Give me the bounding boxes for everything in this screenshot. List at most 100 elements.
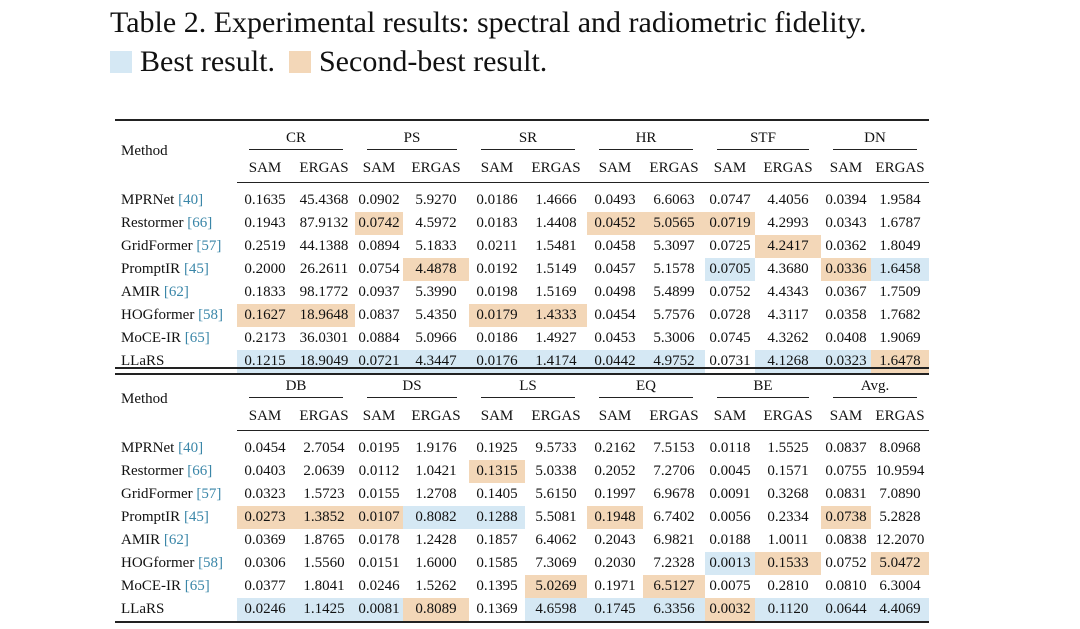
value-cell: 7.2328 [653, 555, 695, 571]
value-cell: 4.2417 [755, 235, 821, 258]
value-cell: 0.2162 [594, 440, 636, 456]
method-cell: LLaRS [115, 598, 237, 623]
table-row: AMIR [62] 0.1833 98.1772 0.0937 5.3990 0.0198… [115, 281, 929, 304]
value-cell: 7.0890 [879, 486, 921, 502]
method-cell: AMIR [62] [115, 529, 237, 552]
metric-header: SAM [469, 403, 525, 431]
group-header-label: LS [481, 375, 575, 398]
value-cell: 0.0837 [358, 307, 400, 323]
value-cell: 0.1833 [244, 284, 286, 300]
citation-link: [45] [183, 509, 209, 525]
value-cell: 0.0358 [825, 307, 867, 323]
value-cell: 5.3097 [653, 238, 695, 254]
value-cell: 36.0301 [299, 330, 349, 346]
value-cell: 0.0369 [244, 532, 286, 548]
value-cell: 0.0894 [358, 238, 400, 254]
value-cell: 1.5723 [303, 486, 345, 502]
method-cell: Restormer [66] [115, 212, 237, 235]
group-header: SR [469, 119, 587, 155]
value-cell: 1.2428 [415, 532, 457, 548]
method-name: PromptIR [121, 509, 181, 525]
value-cell: 0.0112 [358, 463, 400, 479]
second-best-label: Second-best result. [319, 45, 548, 78]
header-row-groups: Method DB DS LS EQ BE Avg. [115, 367, 929, 431]
group-header: DN [821, 119, 929, 155]
value-cell: 6.5127 [643, 575, 705, 598]
value-cell: 1.8041 [303, 578, 345, 594]
value-cell: 5.9270 [415, 192, 457, 208]
citation-link: [40] [178, 192, 204, 208]
citation-link: [62] [163, 284, 189, 300]
value-cell: 0.0032 [705, 598, 755, 623]
value-cell: 0.0155 [358, 486, 400, 502]
value-cell: 5.0338 [535, 463, 577, 479]
metric-header: SAM [705, 403, 755, 431]
group-header: LS [469, 367, 587, 403]
group-header-label: HR [599, 127, 693, 150]
value-cell: 0.0118 [709, 440, 751, 456]
value-cell: 4.4343 [767, 284, 809, 300]
value-cell: 0.3268 [767, 486, 809, 502]
value-cell: 1.4408 [535, 215, 577, 231]
value-cell: 0.1369 [469, 598, 525, 623]
citation-link: [57] [196, 238, 222, 254]
value-cell: 9.5733 [535, 440, 577, 456]
value-cell: 0.0747 [709, 192, 751, 208]
value-cell: 0.0273 [237, 506, 293, 529]
citation-link: [62] [163, 532, 189, 548]
group-header: PS [355, 119, 469, 155]
method-cell: GridFormer [57] [115, 235, 237, 258]
metric-header: ERGAS [293, 155, 355, 183]
value-cell: 0.0725 [709, 238, 751, 254]
value-cell: 0.0884 [358, 330, 400, 346]
value-cell: 26.2611 [299, 261, 349, 277]
method-name: LLaRS [121, 601, 165, 617]
value-cell: 5.4350 [415, 307, 457, 323]
value-cell: 0.0367 [825, 284, 867, 300]
value-cell: 6.6063 [653, 192, 695, 208]
value-cell: 0.0457 [594, 261, 636, 277]
value-cell: 0.0343 [825, 215, 867, 231]
table-row: Restormer [66] 0.0403 2.0639 0.0112 1.0421 0.… [115, 460, 929, 483]
value-cell: 0.0498 [594, 284, 636, 300]
table-row: HOGformer [58] 0.0306 1.5560 0.0151 1.6000 0.… [115, 552, 929, 575]
metric-header: ERGAS [871, 403, 929, 431]
value-cell: 5.7576 [653, 307, 695, 323]
value-cell: 0.0362 [825, 238, 867, 254]
value-cell: 0.0107 [355, 506, 403, 529]
method-name: MoCE-IR [121, 330, 181, 346]
value-cell: 0.1745 [587, 598, 643, 623]
value-cell: 0.0091 [709, 486, 751, 502]
table-row: PromptIR [45] 0.2000 26.2611 0.0754 4.4878 0.… [115, 258, 929, 281]
group-header: CR [237, 119, 355, 155]
value-cell: 1.7682 [879, 307, 921, 323]
method-cell: MoCE-IR [65] [115, 575, 237, 598]
value-cell: 0.1857 [476, 532, 518, 548]
value-cell: 0.0081 [355, 598, 403, 623]
value-cell: 2.7054 [303, 440, 345, 456]
value-cell: 5.0565 [643, 212, 705, 235]
value-cell: 0.0454 [594, 307, 636, 323]
value-cell: 12.2070 [875, 532, 925, 548]
value-cell: 5.3006 [653, 330, 695, 346]
value-cell: 5.4899 [653, 284, 695, 300]
table-row: Restormer [66] 0.1943 87.9132 0.0742 4.5972 0… [115, 212, 929, 235]
value-cell: 1.9069 [879, 330, 921, 346]
method-name: HOGformer [121, 307, 195, 323]
value-cell: 5.3990 [415, 284, 457, 300]
method-name: MPRNet [121, 440, 175, 456]
method-cell: HOGformer [58] [115, 552, 237, 575]
metric-header: ERGAS [293, 403, 355, 431]
value-cell: 5.2828 [879, 509, 921, 525]
group-header-label: DS [367, 375, 457, 398]
value-cell: 6.4062 [535, 532, 577, 548]
method-name: Restormer [121, 463, 184, 479]
group-header-label: BE [717, 375, 809, 398]
value-cell: 0.0188 [709, 532, 751, 548]
value-cell: 0.2030 [594, 555, 636, 571]
value-cell: 1.9584 [879, 192, 921, 208]
value-cell: 0.0408 [825, 330, 867, 346]
metric-header: SAM [821, 155, 871, 183]
value-cell: 1.5560 [303, 555, 345, 571]
value-cell: 0.0246 [358, 578, 400, 594]
